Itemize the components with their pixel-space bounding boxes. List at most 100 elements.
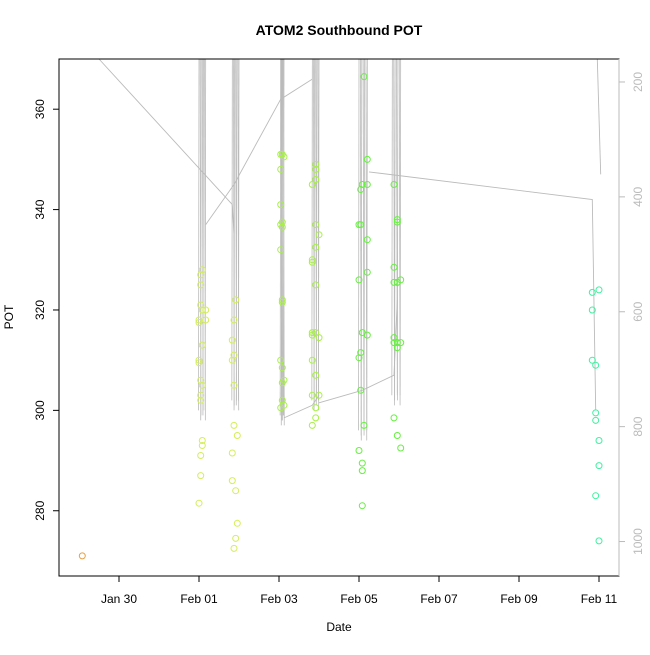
data-point xyxy=(358,181,366,188)
data-point xyxy=(278,298,286,306)
data-point xyxy=(357,386,365,394)
track-line xyxy=(396,58,399,401)
data-point xyxy=(308,356,316,364)
data-point xyxy=(308,181,316,188)
data-point xyxy=(397,444,405,452)
y-tick-label: 340 xyxy=(33,199,47,219)
data-point xyxy=(357,349,365,357)
data-point xyxy=(397,276,405,284)
track-path xyxy=(98,58,235,235)
y-tick-label: 280 xyxy=(33,500,47,520)
data-point xyxy=(588,288,596,296)
x-tick-label: Feb 07 xyxy=(420,592,458,606)
data-point xyxy=(78,552,86,560)
x-axis-label: Date xyxy=(326,620,352,634)
data-point xyxy=(233,519,241,527)
track-line xyxy=(360,58,363,441)
track-line xyxy=(315,58,318,406)
x-tick-label: Feb 11 xyxy=(581,592,618,606)
track-path xyxy=(205,78,313,225)
data-point xyxy=(595,286,603,294)
data-point xyxy=(230,381,238,389)
x-tick-label: Feb 03 xyxy=(260,592,298,606)
data-point xyxy=(230,544,238,552)
data-point xyxy=(390,339,398,347)
y-axis: 280 300 320 340 360 xyxy=(33,99,59,521)
data-point xyxy=(355,447,363,454)
data-point xyxy=(198,341,206,349)
data-point xyxy=(355,276,363,284)
x-tick-label: Feb 05 xyxy=(340,592,378,606)
data-point xyxy=(230,351,238,359)
data-point xyxy=(592,361,600,369)
track-line xyxy=(363,58,365,436)
data-point xyxy=(592,416,600,424)
y2-tick-label: 400 xyxy=(631,187,645,207)
data-point xyxy=(363,181,371,188)
data-point xyxy=(228,449,236,457)
data-point xyxy=(197,452,205,459)
data-point xyxy=(308,421,316,429)
track-line xyxy=(313,58,315,411)
data-point xyxy=(278,223,286,231)
data-point xyxy=(360,421,368,429)
data-point xyxy=(197,472,205,480)
data-point xyxy=(588,356,596,364)
data-point xyxy=(358,459,366,467)
data-point xyxy=(315,391,323,399)
y2-tick-label: 1000 xyxy=(631,528,645,555)
data-point xyxy=(397,339,405,347)
x-tick-label: Jan 30 xyxy=(101,592,137,606)
data-point xyxy=(278,296,286,304)
data-point xyxy=(197,391,205,399)
data-point xyxy=(312,329,320,337)
y-axis-label: POT xyxy=(2,304,16,329)
track-line xyxy=(399,58,402,396)
data-point xyxy=(198,437,206,444)
data-point xyxy=(198,266,206,274)
data-point xyxy=(592,409,600,417)
data-point xyxy=(202,306,210,314)
data-point xyxy=(358,502,366,510)
track-line xyxy=(366,58,368,431)
data-point xyxy=(315,334,323,342)
data-point xyxy=(390,181,398,188)
data-point xyxy=(595,537,603,545)
data-point xyxy=(230,421,238,429)
data-point xyxy=(195,499,203,507)
track-path xyxy=(318,299,398,404)
data-point xyxy=(312,243,320,251)
data-point xyxy=(232,487,240,495)
data-point xyxy=(198,442,206,449)
data-point xyxy=(390,278,398,286)
data-point xyxy=(308,391,316,399)
data-point xyxy=(277,246,285,254)
secondary-y-axis: 200 400 600 800 1000 xyxy=(618,59,645,576)
data-point xyxy=(197,301,205,309)
data-point xyxy=(312,165,320,173)
data-point xyxy=(197,271,205,279)
track-line xyxy=(198,58,200,411)
data-point xyxy=(277,165,285,173)
track-line xyxy=(200,58,202,421)
data-point xyxy=(592,492,600,500)
data-point xyxy=(312,404,320,412)
data-points xyxy=(78,73,603,560)
data-point xyxy=(228,477,236,485)
data-point xyxy=(195,319,203,326)
data-point xyxy=(595,437,603,444)
track-path xyxy=(283,395,320,419)
data-point xyxy=(308,256,316,264)
track-line xyxy=(318,58,320,401)
track-line xyxy=(281,58,284,421)
x-tick-label: Feb 01 xyxy=(180,592,218,606)
x-axis: Jan 30 Feb 01 Feb 03 Feb 05 Feb 07 Feb 09 Feb … xyxy=(101,576,618,606)
track-line xyxy=(204,58,207,411)
y2-tick-label: 600 xyxy=(631,301,645,321)
y2-tick-label: 800 xyxy=(631,416,645,436)
data-point xyxy=(312,176,320,183)
data-point xyxy=(595,462,603,470)
track-line xyxy=(231,58,233,401)
track-path xyxy=(368,171,597,411)
